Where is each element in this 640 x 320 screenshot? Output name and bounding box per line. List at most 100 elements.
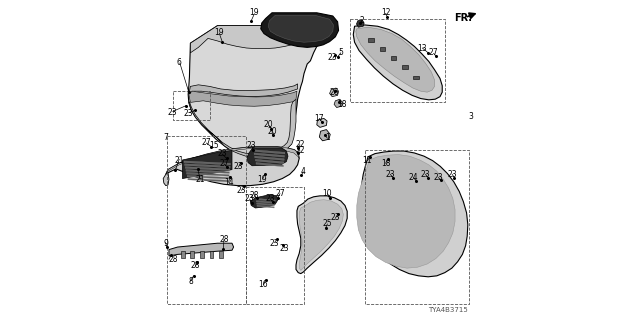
Text: 15: 15 xyxy=(209,141,220,150)
Polygon shape xyxy=(184,164,230,168)
Text: 22: 22 xyxy=(295,146,305,155)
Polygon shape xyxy=(182,150,232,179)
Polygon shape xyxy=(187,172,229,176)
Text: FR.: FR. xyxy=(454,12,472,23)
Polygon shape xyxy=(187,175,229,179)
Polygon shape xyxy=(181,251,184,258)
Text: 28: 28 xyxy=(220,236,228,244)
Text: 8: 8 xyxy=(188,277,193,286)
Polygon shape xyxy=(166,147,300,186)
Text: 26: 26 xyxy=(330,88,339,97)
Text: 23: 23 xyxy=(269,239,280,248)
Text: 27: 27 xyxy=(202,138,211,147)
Polygon shape xyxy=(330,88,339,97)
Text: 1: 1 xyxy=(325,133,330,142)
Polygon shape xyxy=(334,99,342,108)
Polygon shape xyxy=(189,84,298,97)
Polygon shape xyxy=(356,27,435,92)
Polygon shape xyxy=(357,155,455,268)
Polygon shape xyxy=(247,148,288,166)
Polygon shape xyxy=(189,91,297,106)
Polygon shape xyxy=(253,150,285,154)
Polygon shape xyxy=(361,151,468,277)
Polygon shape xyxy=(256,198,275,201)
Text: 24: 24 xyxy=(409,173,419,182)
Text: 25: 25 xyxy=(323,220,332,228)
Text: 23: 23 xyxy=(433,173,444,182)
Polygon shape xyxy=(256,201,275,204)
Polygon shape xyxy=(189,99,296,157)
Text: 19: 19 xyxy=(250,8,259,17)
Text: TYA4B3715: TYA4B3715 xyxy=(428,307,468,313)
Text: 28: 28 xyxy=(250,191,259,200)
Text: 23: 23 xyxy=(420,170,431,179)
Text: 21: 21 xyxy=(195,175,205,184)
Polygon shape xyxy=(250,195,278,208)
Text: 5: 5 xyxy=(339,48,343,57)
Text: 13: 13 xyxy=(417,44,428,52)
Text: 23: 23 xyxy=(280,244,290,252)
Polygon shape xyxy=(219,251,223,258)
Text: 23: 23 xyxy=(234,162,243,171)
Text: 14: 14 xyxy=(224,178,234,187)
Text: 12: 12 xyxy=(381,8,390,17)
Polygon shape xyxy=(186,170,230,173)
Polygon shape xyxy=(184,161,230,165)
Text: 4: 4 xyxy=(301,167,305,176)
Polygon shape xyxy=(319,130,330,141)
Text: 27: 27 xyxy=(429,48,438,57)
Polygon shape xyxy=(210,251,214,258)
Text: 10: 10 xyxy=(323,189,332,198)
Text: 23: 23 xyxy=(218,149,227,158)
Text: 27: 27 xyxy=(219,159,229,168)
Polygon shape xyxy=(188,178,228,182)
Text: 21: 21 xyxy=(175,156,184,164)
Polygon shape xyxy=(256,163,284,167)
Text: 18: 18 xyxy=(338,100,347,108)
Text: 23: 23 xyxy=(330,213,340,222)
Text: 11: 11 xyxy=(363,156,372,164)
Text: 20: 20 xyxy=(267,127,277,136)
Polygon shape xyxy=(257,203,275,206)
Polygon shape xyxy=(255,156,284,160)
Text: 23: 23 xyxy=(237,186,246,195)
Bar xyxy=(413,76,419,79)
Polygon shape xyxy=(200,251,204,258)
Polygon shape xyxy=(254,153,285,157)
Polygon shape xyxy=(257,205,275,208)
Text: 20: 20 xyxy=(264,120,274,129)
Text: 7: 7 xyxy=(163,133,168,142)
Text: 22: 22 xyxy=(295,140,305,148)
Polygon shape xyxy=(268,15,333,42)
Polygon shape xyxy=(166,147,300,174)
Text: 16: 16 xyxy=(259,280,268,289)
Text: 18: 18 xyxy=(381,159,390,168)
Text: 9: 9 xyxy=(163,239,168,248)
Text: 23: 23 xyxy=(328,53,338,62)
Text: 23: 23 xyxy=(246,141,256,150)
Polygon shape xyxy=(300,200,344,270)
Polygon shape xyxy=(188,26,333,158)
Polygon shape xyxy=(191,251,195,258)
Text: 23: 23 xyxy=(385,170,396,179)
Polygon shape xyxy=(186,167,230,171)
Text: 28: 28 xyxy=(168,255,177,264)
Text: 23: 23 xyxy=(184,109,194,118)
Text: 23: 23 xyxy=(244,194,255,203)
Text: 17: 17 xyxy=(314,114,324,123)
Polygon shape xyxy=(353,25,442,100)
Bar xyxy=(390,56,397,60)
Text: 19: 19 xyxy=(214,28,224,36)
Text: 27: 27 xyxy=(275,189,285,198)
Polygon shape xyxy=(317,118,327,127)
Bar xyxy=(369,38,374,42)
Bar xyxy=(402,65,408,69)
Polygon shape xyxy=(356,20,364,27)
Text: 2: 2 xyxy=(359,16,364,25)
Text: 23: 23 xyxy=(447,170,457,179)
Polygon shape xyxy=(255,159,284,164)
Polygon shape xyxy=(169,243,234,256)
Text: 19: 19 xyxy=(257,175,268,184)
Text: 23: 23 xyxy=(168,108,178,116)
Text: 28: 28 xyxy=(191,261,200,270)
